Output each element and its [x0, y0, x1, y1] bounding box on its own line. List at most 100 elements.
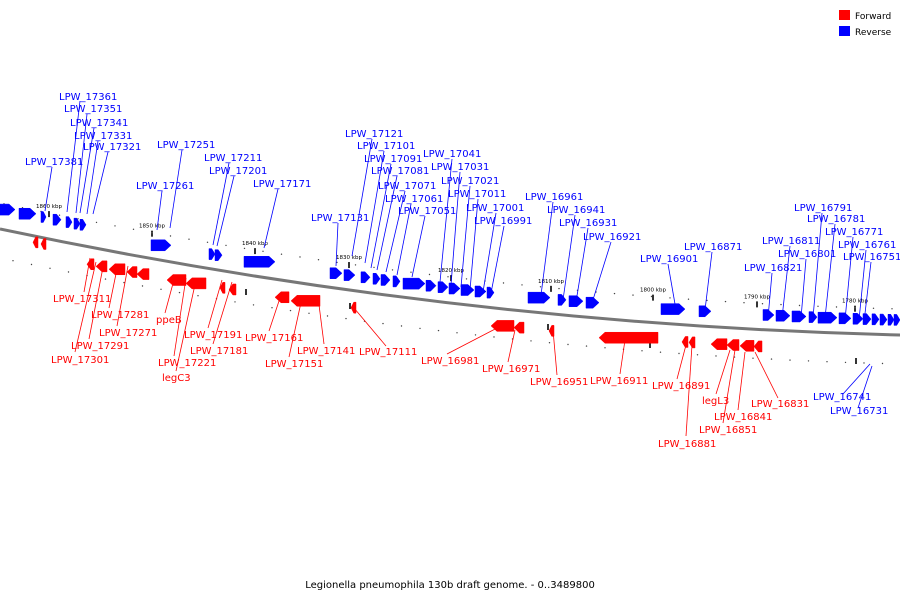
reverse-gene [527, 291, 551, 304]
leader-line [754, 351, 779, 399]
forward-gene [490, 320, 515, 332]
gene-label: LPW_16821 [744, 263, 802, 274]
coordinate-dot [715, 355, 717, 357]
leader-line [704, 251, 713, 311]
leader-line [216, 175, 235, 247]
coordinate-dot [650, 295, 653, 298]
gene-label: LPW_16781 [807, 214, 865, 225]
leader-line [288, 297, 303, 358]
coordinate-dot [798, 304, 801, 307]
coordinate-dot [502, 282, 505, 284]
gene-label: LPW_17091 [364, 154, 422, 165]
leader-line [364, 150, 385, 264]
leader-line [212, 281, 233, 345]
reverse-gene [360, 271, 371, 284]
gene-label: LPW_17201 [209, 166, 267, 177]
coordinate-dot [807, 360, 810, 362]
gene-label: LPW_17271 [99, 328, 157, 339]
coordinate-dot [354, 264, 357, 266]
gene-label: LPW_17101 [357, 141, 415, 152]
reverse-gene [372, 273, 381, 285]
coordinate-dot [548, 342, 551, 344]
reverse-gene [698, 305, 712, 318]
gene-label: LPW_16951 [530, 377, 588, 388]
genome-backbone [0, 227, 900, 337]
gene-label: LPW_17061 [385, 194, 443, 205]
leader-line [844, 236, 854, 321]
leader-line [263, 188, 279, 249]
tick-label: 1820 kbp [438, 268, 464, 274]
forward-gene [548, 325, 555, 337]
coordinate-dot [558, 287, 560, 290]
reverse-gene [65, 216, 73, 228]
gene-label: LPW_17181 [190, 346, 248, 357]
gene-label: LPW_16731 [830, 406, 888, 417]
forward-gene [726, 339, 740, 351]
leader-line [490, 225, 505, 294]
gene-label: LPW_16741 [813, 392, 871, 403]
leader-line [156, 190, 163, 231]
forward-gene [95, 260, 108, 273]
gene-label: legC3 [162, 373, 191, 384]
reverse-gene [402, 277, 426, 290]
coordinate-dot [659, 351, 662, 353]
coordinate-dot [604, 347, 606, 349]
reverse-gene [791, 310, 807, 323]
leader-line [824, 223, 836, 319]
tick-label: 1860 kbp [36, 204, 62, 210]
leader-line [562, 214, 576, 301]
leader-line [439, 158, 453, 283]
gene-label: LPW_16931 [559, 218, 617, 229]
coordinate-dot [410, 271, 412, 273]
legend-reverse-swatch [839, 26, 850, 36]
gene-label: LPW_16941 [547, 205, 605, 216]
gene-label: LPW_17261 [136, 181, 194, 192]
leader-line [86, 140, 99, 215]
gene-label: LPW_17251 [157, 140, 215, 151]
reverse-gene [474, 285, 487, 298]
coordinate-dot [854, 307, 856, 309]
gene-label: LPW_17001 [466, 203, 524, 214]
tick-label: 1850 kbp [139, 224, 165, 230]
gene-label: LPW_17311 [53, 294, 111, 305]
coordinate-dot [752, 357, 754, 359]
leader-line [722, 349, 736, 424]
coordinate-dot [863, 362, 865, 364]
gene-label: LPW_17131 [311, 213, 369, 224]
leader-line [376, 175, 398, 271]
leader-line [75, 113, 88, 214]
gene-label: LPW_16811 [762, 236, 820, 247]
gene-label: LPW_16791 [794, 203, 852, 214]
coordinate-dot [881, 362, 884, 365]
legend: Forward Reverse [839, 10, 892, 38]
coordinate-dot [252, 304, 255, 306]
gene-label: LPW_16991 [474, 216, 532, 227]
leader-line [66, 100, 81, 213]
coordinate-dot [456, 332, 458, 334]
reverse-gene [73, 217, 81, 230]
gene-label: LPW_16961 [525, 192, 583, 203]
leader-line [863, 261, 872, 323]
coordinate-dot [521, 284, 523, 286]
leader-line [175, 279, 197, 372]
legend-reverse-label: Reverse [855, 28, 892, 38]
forward-gene [598, 331, 659, 344]
gene-label: LPW_16771 [825, 227, 883, 238]
leader-line [667, 263, 676, 305]
coordinate-dot [345, 317, 347, 320]
coordinate-dot [493, 336, 495, 338]
gene-label: ppeB [156, 315, 182, 326]
leader-line [482, 212, 497, 293]
gene-label: LPW_17361 [59, 92, 117, 103]
leader-line [335, 222, 339, 267]
coordinate-dot [95, 221, 98, 224]
leader-line [74, 261, 97, 353]
reverse-gene [18, 207, 37, 220]
coordinate-dot [77, 218, 79, 220]
coordinate-dot [613, 292, 616, 295]
reverse-gene [871, 313, 880, 326]
gene-label: legL3 [702, 396, 729, 407]
coordinate-dot [317, 259, 320, 261]
leader-line [411, 215, 426, 278]
reverse-gene [150, 239, 172, 252]
